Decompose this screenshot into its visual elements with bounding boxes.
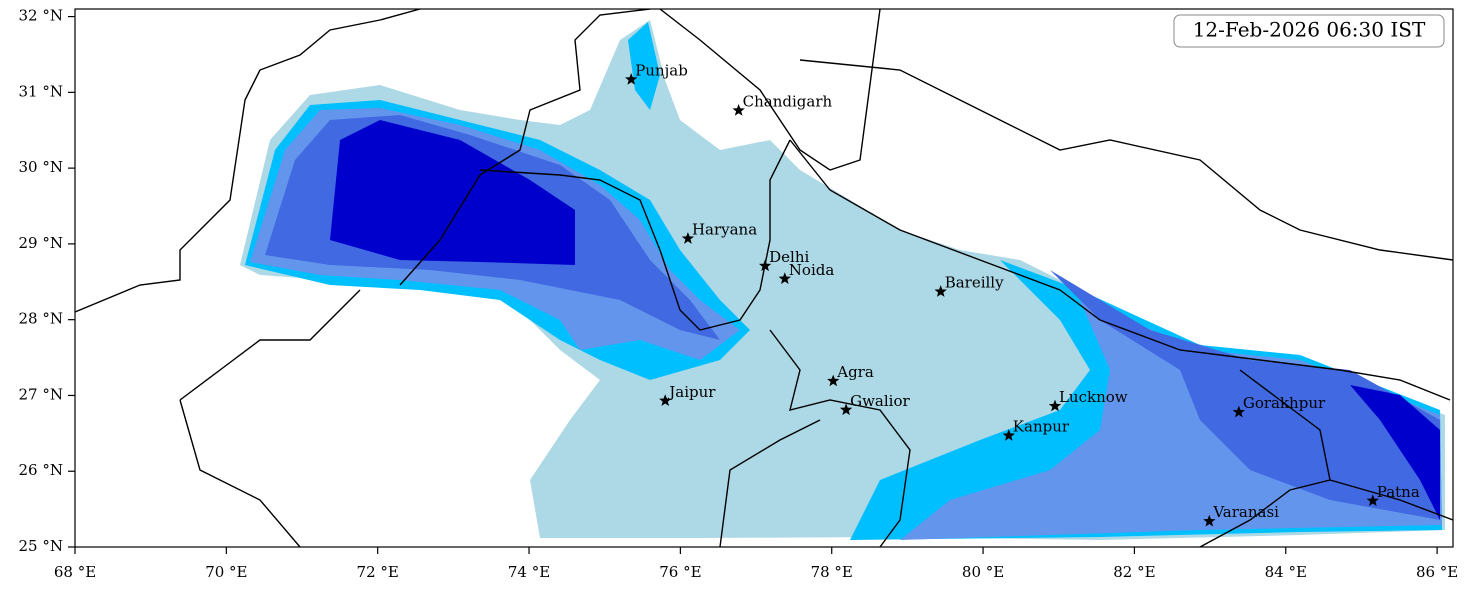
city-label: Jaipur: [667, 383, 716, 401]
city-marker: [732, 104, 745, 116]
city-marker: [1002, 429, 1015, 441]
y-tick-label: 30 °N: [19, 158, 63, 176]
city-marker: [625, 73, 638, 85]
boundary: [789, 139, 1451, 401]
city-label: Haryana: [692, 221, 757, 239]
timestamp: 12-Feb-2026 06:30 IST: [1193, 18, 1426, 42]
x-tick-label: 76 °E: [659, 563, 701, 581]
boundary: [799, 59, 1453, 261]
x-tick-label: 80 °E: [962, 563, 1004, 581]
y-tick-label: 28 °N: [19, 310, 63, 328]
y-tick-label: 26 °N: [19, 461, 63, 479]
x-tick-label: 70 °E: [205, 563, 247, 581]
city-marker: [1203, 514, 1216, 527]
y-tick-label: 29 °N: [19, 234, 63, 252]
city-marker: [1366, 494, 1379, 506]
city-label: Noida: [789, 261, 835, 279]
city-marker: [1232, 405, 1245, 418]
y-tick-label: 32 °N: [19, 7, 63, 25]
x-tick-label: 72 °E: [357, 563, 399, 581]
city-marker: [839, 403, 853, 416]
y-tick-label: 27 °N: [19, 385, 63, 403]
city-label: Gorakhpur: [1243, 394, 1326, 412]
city-marker: [934, 285, 947, 297]
boundary: [399, 9, 881, 286]
city-label: Chandigarh: [743, 93, 833, 111]
x-tick-label: 74 °E: [508, 563, 550, 581]
timestamp-box: [1173, 14, 1445, 48]
shade: [628, 22, 660, 110]
boundary: [479, 139, 791, 331]
city-label: Varanasi: [1212, 503, 1279, 521]
city-marker: [778, 272, 791, 284]
x-tick-label: 78 °E: [811, 563, 853, 581]
city-label: Gwalior: [850, 392, 910, 410]
map-frame: [74, 8, 1454, 548]
precipitation-field: [75, 9, 1453, 547]
x-tick-label: 82 °E: [1113, 563, 1155, 581]
boundary: [179, 289, 361, 547]
shade: [1050, 270, 1440, 520]
y-tick-label: 31 °N: [19, 82, 63, 100]
city-label: Patna: [1377, 483, 1420, 501]
boundary: [75, 9, 421, 313]
boundary: [1199, 369, 1453, 547]
shade: [330, 120, 575, 265]
shade: [1350, 385, 1440, 520]
x-tick-label: 68 °E: [54, 563, 96, 581]
city-marker: [659, 394, 672, 406]
city-marker: [827, 374, 840, 387]
boundary: [719, 329, 911, 547]
city-marker: [759, 259, 772, 272]
city-label: Lucknow: [1059, 388, 1128, 406]
city-label: Punjab: [635, 61, 688, 79]
city-marker: [681, 232, 695, 244]
x-tick-label: 84 °E: [1265, 563, 1307, 581]
y-tick-label: 25 °N: [19, 537, 63, 555]
x-tick-label: 86 °E: [1416, 563, 1458, 581]
city-label: Kanpur: [1013, 418, 1070, 436]
city-marker: [1048, 399, 1062, 412]
city-label: Delhi: [769, 248, 809, 266]
city-label: Agra: [836, 363, 874, 381]
city-label: Bareilly: [945, 274, 1004, 292]
